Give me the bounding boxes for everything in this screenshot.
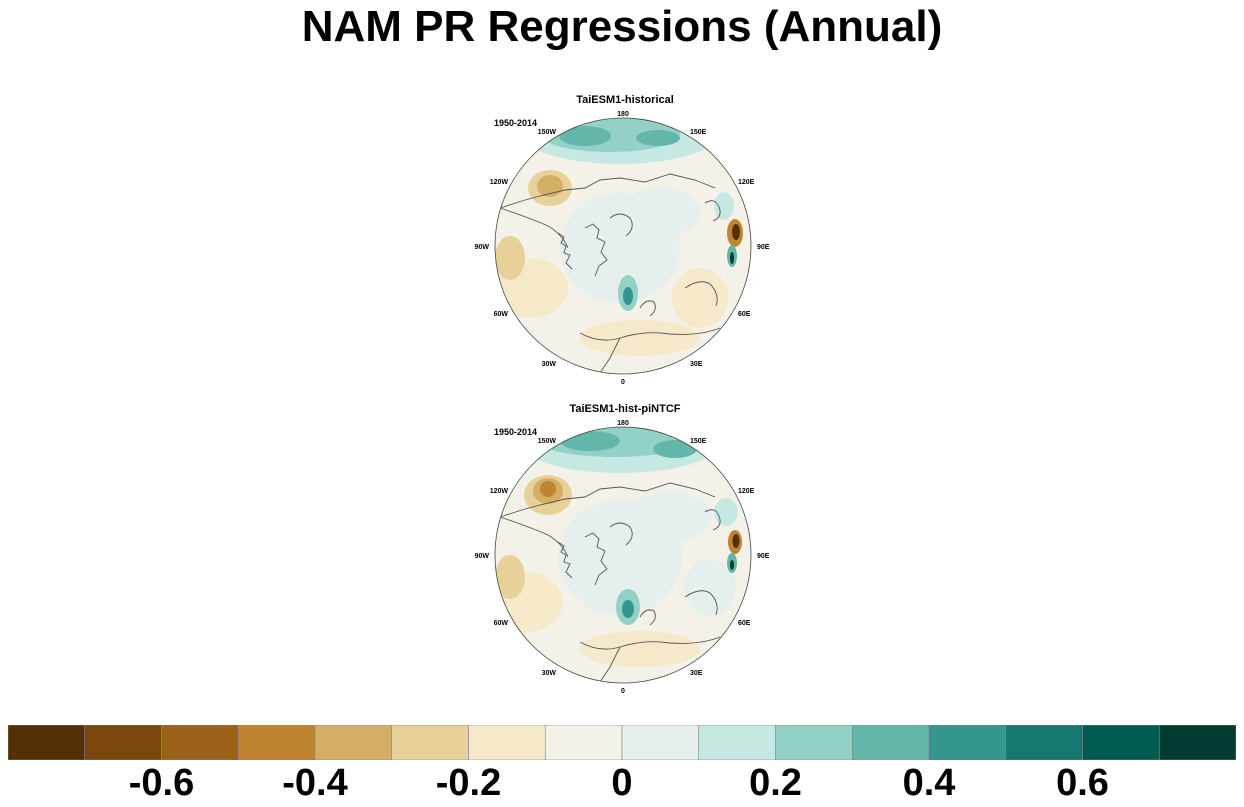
map-panel-hist-pintcf: TaiESM1-hist-piNTCF 1950-2014 bbox=[470, 403, 780, 698]
coastlines bbox=[499, 173, 721, 374]
colorbar-cell bbox=[1005, 725, 1083, 760]
colorbar-cell bbox=[314, 725, 393, 760]
lon-label: 30W bbox=[542, 361, 557, 368]
lon-label: 180 bbox=[617, 420, 629, 427]
colorbar-tick-label: 0.4 bbox=[902, 762, 956, 804]
lon-label: 60E bbox=[738, 620, 751, 627]
lon-label: 180 bbox=[617, 111, 629, 118]
map-panel-historical: TaiESM1-historical 1950-2014 bbox=[470, 94, 780, 389]
period-label: 1950-2014 bbox=[494, 118, 538, 128]
colorbar-cell bbox=[928, 725, 1007, 760]
colorbar-cell bbox=[621, 725, 700, 760]
lon-label: 90E bbox=[757, 244, 770, 251]
colorbar-cell bbox=[161, 725, 239, 760]
colorbar-tick-label: 0.2 bbox=[749, 762, 802, 804]
lon-label: 150E bbox=[690, 129, 707, 136]
colorbar-tick-label: -0.6 bbox=[128, 762, 195, 804]
lon-label: 90W bbox=[475, 553, 490, 560]
map-boundary bbox=[494, 117, 752, 375]
colorbar-cell bbox=[8, 725, 86, 760]
colorbar-cell bbox=[1158, 725, 1236, 760]
colorbar-tick-label: 0.6 bbox=[1056, 762, 1109, 804]
lon-label: 60W bbox=[494, 311, 509, 318]
lon-label: 120E bbox=[738, 179, 755, 186]
lon-label: 150W bbox=[538, 129, 557, 136]
lon-labels: 180 150E 120E 90E 60E 30E 0 30W 60W 90W … bbox=[475, 111, 770, 386]
coastlines bbox=[499, 482, 721, 683]
lon-label: 150W bbox=[538, 438, 557, 445]
panel-title: TaiESM1-hist-piNTCF bbox=[569, 403, 681, 415]
lon-label: 60W bbox=[494, 620, 509, 627]
polar-map: 180 150E 120E 90E 60E 30E 0 30W 60W 90W … bbox=[475, 111, 770, 386]
lon-label: 30E bbox=[690, 361, 703, 368]
lon-label: 120W bbox=[490, 488, 509, 495]
lon-label: 120W bbox=[490, 179, 509, 186]
lon-label: 30E bbox=[690, 670, 703, 677]
lon-label: 60E bbox=[738, 311, 751, 318]
colorbar-cell bbox=[1082, 725, 1160, 760]
colorbar-cell bbox=[544, 725, 623, 760]
colorbar-cell bbox=[84, 725, 162, 760]
figure-title: NAM PR Regressions (Annual) bbox=[301, 2, 943, 51]
colorbar-tick-label: -0.4 bbox=[282, 762, 348, 804]
lon-label: 0 bbox=[621, 688, 625, 695]
panel-title: TaiESM1-historical bbox=[576, 94, 674, 106]
colorbar-tick-label: -0.2 bbox=[435, 762, 502, 804]
colorbar-tick-label: 0 bbox=[611, 762, 633, 804]
lon-labels: 180 150E 120E 90E 60E 30E 0 30W 60W 90W … bbox=[475, 420, 770, 695]
map-boundary bbox=[494, 426, 752, 684]
colorbar-cell bbox=[851, 725, 930, 760]
colorbar-cell bbox=[391, 725, 469, 760]
colorbar-cell bbox=[468, 725, 546, 760]
lon-label: 150E bbox=[690, 438, 707, 445]
colorbar bbox=[8, 725, 1236, 760]
colorbar-cell bbox=[698, 725, 776, 760]
lon-label: 120E bbox=[738, 488, 755, 495]
lon-label: 90E bbox=[757, 553, 770, 560]
lon-label: 30W bbox=[542, 670, 557, 677]
lon-label: 0 bbox=[621, 379, 625, 386]
lon-label: 90W bbox=[475, 244, 490, 251]
colorbar-cell bbox=[775, 725, 853, 760]
colorbar-cell bbox=[237, 725, 316, 760]
polar-map: 180 150E 120E 90E 60E 30E 0 30W 60W 90W … bbox=[475, 420, 770, 695]
period-label: 1950-2014 bbox=[494, 427, 538, 437]
